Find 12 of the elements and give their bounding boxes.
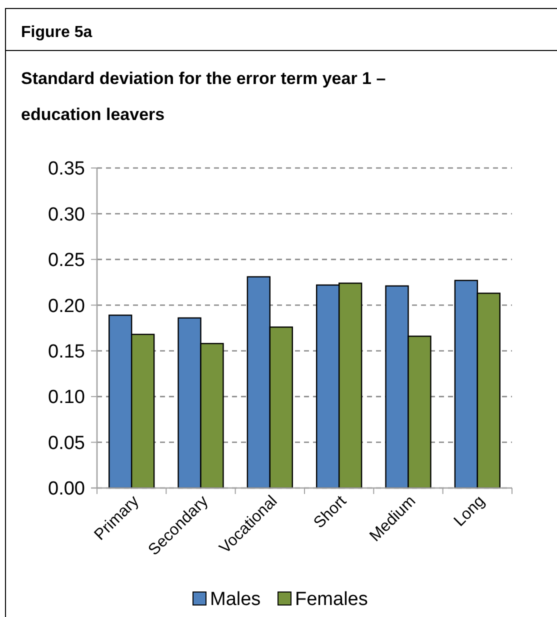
y-tick-label: 0.15 (48, 342, 85, 363)
chart-title: Standard deviation for the error term year 1 – education leavers (21, 69, 386, 124)
y-tick-label: 0.20 (48, 296, 85, 317)
y-tick-label: 0.30 (48, 204, 85, 226)
legend-label: Females (295, 589, 368, 610)
legend-label: Males (210, 589, 261, 610)
y-tick-label: 0.05 (48, 432, 85, 454)
caption: Figure 5a (21, 24, 92, 41)
y-tick-label: 0.25 (48, 250, 85, 272)
y-tick-label: 0.10 (48, 387, 85, 408)
y-tick-label: 0.00 (48, 478, 85, 500)
y-tick-label: 0.35 (48, 158, 85, 180)
